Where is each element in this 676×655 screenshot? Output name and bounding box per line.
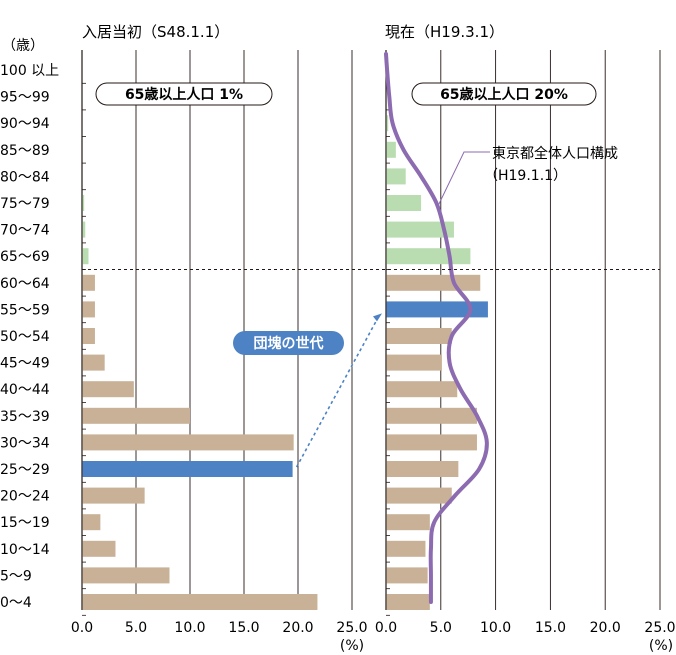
panel1-bar <box>386 407 477 424</box>
age-category-label: 85～89 <box>0 143 50 159</box>
panel0-x-tick-label: 0.0 <box>71 620 93 636</box>
panel1-x-tick-label: 0.0 <box>375 620 397 636</box>
panel0-badge-frame <box>95 82 273 106</box>
panel1-bar <box>386 328 452 344</box>
panel0-bar <box>82 354 105 371</box>
dankai-badge <box>233 331 344 355</box>
panel1-x-tick-label: 20.0 <box>590 620 621 636</box>
age-category-label: 40～44 <box>0 382 50 398</box>
panel0-x-tick-label: 20.0 <box>282 620 313 636</box>
panel0-bar <box>82 461 293 477</box>
y-axis-label: （歳） <box>2 38 44 54</box>
panel1-bar <box>386 514 430 531</box>
panel0-bar <box>82 248 89 265</box>
panel1-bar <box>386 168 406 185</box>
panel1-bar <box>386 248 471 265</box>
panel1-badge-frame <box>411 82 597 106</box>
panel0-bar <box>82 540 116 557</box>
left-chart-title: 入居当初（S48.1.1） <box>82 23 229 41</box>
panel1-badge-label: 65歳以上人口 20% <box>440 86 568 103</box>
right-chart-title: 現在（H19.3.1） <box>385 23 504 41</box>
panel0-bar <box>82 487 145 504</box>
age-category-label: 55～59 <box>0 302 50 318</box>
panel0-bar <box>82 381 134 398</box>
panel1-bar <box>386 354 442 371</box>
panel0-bar <box>82 407 190 424</box>
panel0-bar <box>82 514 101 531</box>
age-category-label: 50～54 <box>0 329 50 345</box>
dankai-arrow-head <box>373 313 382 322</box>
age-category-label: 15～19 <box>0 515 50 531</box>
panel0-bar <box>82 274 95 291</box>
panel1-x-tick-label: 5.0 <box>430 620 452 636</box>
panel1-bar <box>386 461 459 477</box>
panel1-x-tick-label: 15.0 <box>535 620 566 636</box>
right-x-unit: (%) <box>649 638 673 654</box>
panel1-bar <box>386 540 426 557</box>
tokyo-label-line1: 東京都全体人口構成 <box>492 145 618 162</box>
panel1-bar <box>386 487 452 504</box>
age-category-label: 60～64 <box>0 276 50 292</box>
age-category-label: 65～69 <box>0 249 50 265</box>
panel0-bar <box>82 594 318 610</box>
age-category-label: 45～49 <box>0 356 50 372</box>
tokyo-label-leader <box>437 151 490 207</box>
age-category-label: 30～34 <box>0 435 50 451</box>
age-category-label: 70～74 <box>0 223 50 239</box>
panel0-bar <box>82 567 170 584</box>
panel1-x-tick-label: 10.0 <box>480 620 511 636</box>
panel1-bar <box>386 434 477 451</box>
panel1-bar <box>386 115 389 132</box>
dankai-arrow-line <box>295 321 377 468</box>
age-category-label: 20～24 <box>0 489 50 505</box>
panel0-bar <box>82 301 95 318</box>
panel1-bar <box>386 594 430 610</box>
panel0-x-tick-label: 25.0 <box>336 620 367 636</box>
panel0-bar <box>82 221 86 238</box>
panel1-bar <box>386 301 488 318</box>
panel1-bar <box>386 221 454 238</box>
age-category-label: 90～94 <box>0 116 50 132</box>
panel0-bar <box>82 434 294 451</box>
panel0-x-tick-label: 5.0 <box>125 620 147 636</box>
dankai-badge-label: 団塊の世代 <box>254 335 324 352</box>
panel1-bar <box>386 195 422 211</box>
panel1-bar <box>386 567 428 584</box>
panel1-bar <box>386 141 396 158</box>
age-category-label: 100 以上 <box>0 63 59 79</box>
age-category-label: 80～84 <box>0 169 50 185</box>
panel0-bar <box>82 195 85 211</box>
left-x-unit: (%) <box>340 638 364 654</box>
panel0-bar <box>82 328 95 344</box>
tokyo-reference-line <box>384 52 489 604</box>
age-category-label: 95～99 <box>0 90 50 106</box>
age-category-label: 25～29 <box>0 462 50 478</box>
panel0-badge-label: 65歳以上人口 1% <box>125 86 243 103</box>
age-category-label: 10～14 <box>0 542 50 558</box>
age-category-label: 35～39 <box>0 409 50 425</box>
age-category-label: 75～79 <box>0 196 50 212</box>
age-category-label: 5～9 <box>0 568 32 584</box>
panel1-x-tick-label: 25.0 <box>644 620 675 636</box>
age-category-label: 0～4 <box>0 595 32 611</box>
panel0-x-tick-label: 10.0 <box>174 620 205 636</box>
tokyo-label-line2: （H19.1.1） <box>484 168 567 184</box>
panel1-bar <box>386 274 481 291</box>
panel1-bar <box>386 381 458 398</box>
panel0-x-tick-label: 15.0 <box>228 620 259 636</box>
